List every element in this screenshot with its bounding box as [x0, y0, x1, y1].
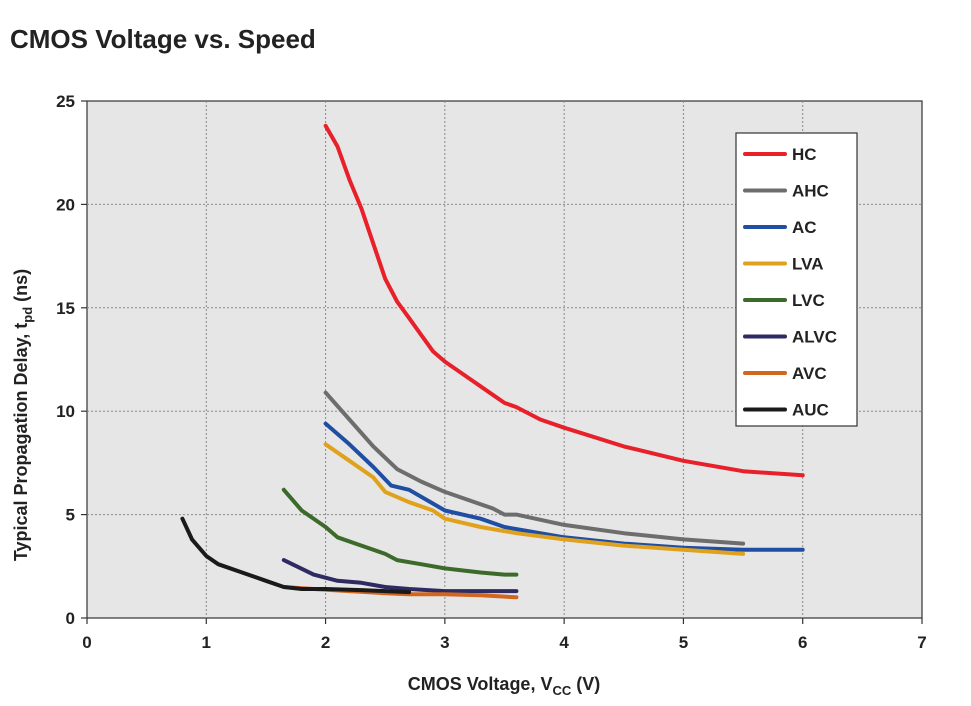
y-axis-label: Typical Propagation Delay, tpd (ns) [11, 269, 35, 561]
y-tick-label: 5 [66, 506, 75, 525]
legend-label-lvc: LVC [792, 291, 825, 310]
x-tick-label: 0 [82, 633, 91, 652]
series-line-hc [323, 123, 805, 478]
series-lines [180, 123, 805, 600]
legend-label-hc: HC [792, 145, 817, 164]
legend-box [735, 132, 858, 427]
y-tick-label: 0 [66, 609, 75, 628]
legend-label-alvc: ALVC [792, 328, 837, 347]
legend-label-lva: LVA [792, 255, 823, 274]
series-line-ac [323, 421, 805, 552]
legend-label-ahc: AHC [792, 182, 829, 201]
x-axis-ticks: 0 1 2 3 4 5 6 7 [82, 618, 927, 652]
y-tick-label: 20 [56, 195, 75, 214]
x-tick-label: 5 [679, 633, 688, 652]
series-line-lvc [281, 487, 519, 577]
series-line-ahc [323, 390, 746, 546]
series-line-auc [180, 516, 412, 595]
x-tick-label: 6 [798, 633, 807, 652]
x-tick-label: 7 [917, 633, 926, 652]
legend-label-avc: AVC [792, 364, 827, 383]
x-axis-label: CMOS Voltage, VCC (V) [408, 674, 600, 698]
x-tick-label: 2 [321, 633, 330, 652]
y-tick-label: 25 [56, 92, 75, 111]
x-tick-label: 3 [440, 633, 449, 652]
y-axis-ticks: 0 5 10 15 20 25 [56, 92, 87, 628]
legend-label-ac: AC [792, 218, 817, 237]
chart-title: CMOS Voltage vs. Speed [10, 24, 316, 54]
legend: HC AHC AC LVA LVC ALVC AVC AUC [735, 132, 858, 427]
legend-label-auc: AUC [792, 401, 829, 420]
y-tick-label: 15 [56, 299, 75, 318]
series-line-lva [323, 442, 746, 556]
x-tick-label: 4 [559, 633, 569, 652]
y-tick-label: 10 [56, 402, 75, 421]
series-line-alvc [281, 558, 519, 594]
x-tick-label: 1 [202, 633, 211, 652]
